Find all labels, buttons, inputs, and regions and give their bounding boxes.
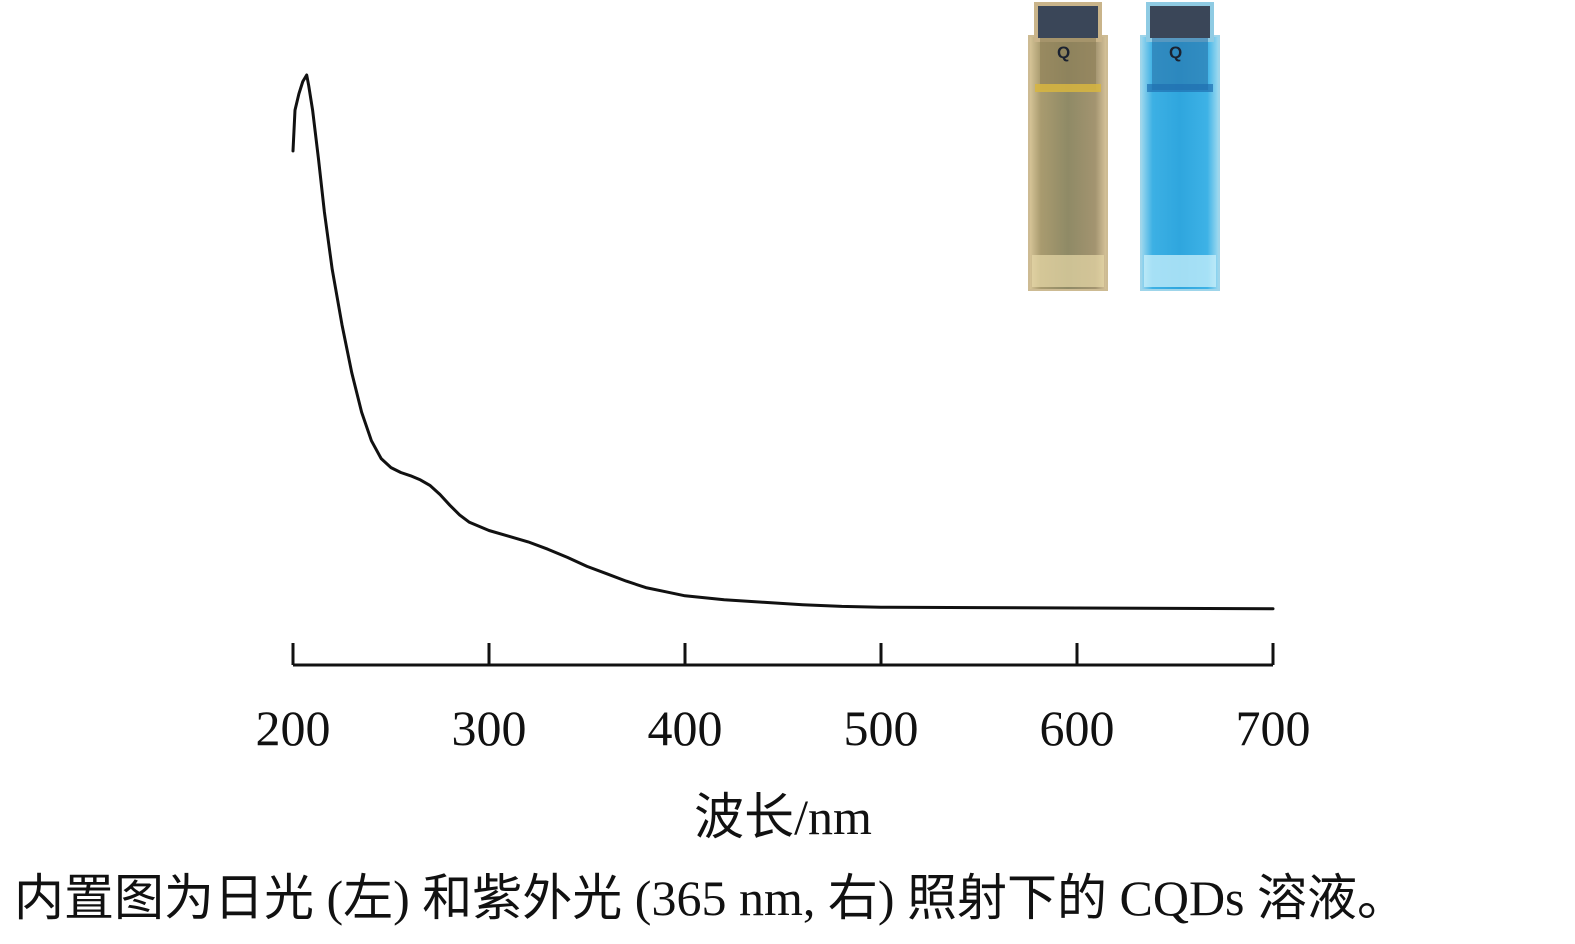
x-tick-label: 600 (1040, 700, 1115, 756)
absorption-curve (291, 73, 1275, 611)
x-tick-label: 300 (452, 700, 527, 756)
figure-caption: 内置图为日光 (左) 和紫外光 (365 nm, 右) 照射下的 CQDs 溶液… (14, 870, 1408, 926)
uv-cuvette: Q (1140, 2, 1220, 291)
x-tick-label: 200 (256, 700, 331, 756)
x-axis-title: 波长/nm (694, 789, 872, 845)
x-axis-ticks (291, 643, 1275, 665)
cuvette-cap-letter: Q (1057, 43, 1070, 62)
cuvette-cap-letter: Q (1169, 43, 1182, 62)
inset-cuvette-photo: Q Q (1028, 2, 1220, 291)
x-tick-label: 500 (844, 700, 919, 756)
x-tick-label: 400 (648, 700, 723, 756)
x-tick-label: 700 (1236, 700, 1311, 756)
x-axis-tick-labels: 200 300 400 500 600 700 (256, 700, 1311, 756)
daylight-cuvette: Q (1028, 2, 1108, 291)
